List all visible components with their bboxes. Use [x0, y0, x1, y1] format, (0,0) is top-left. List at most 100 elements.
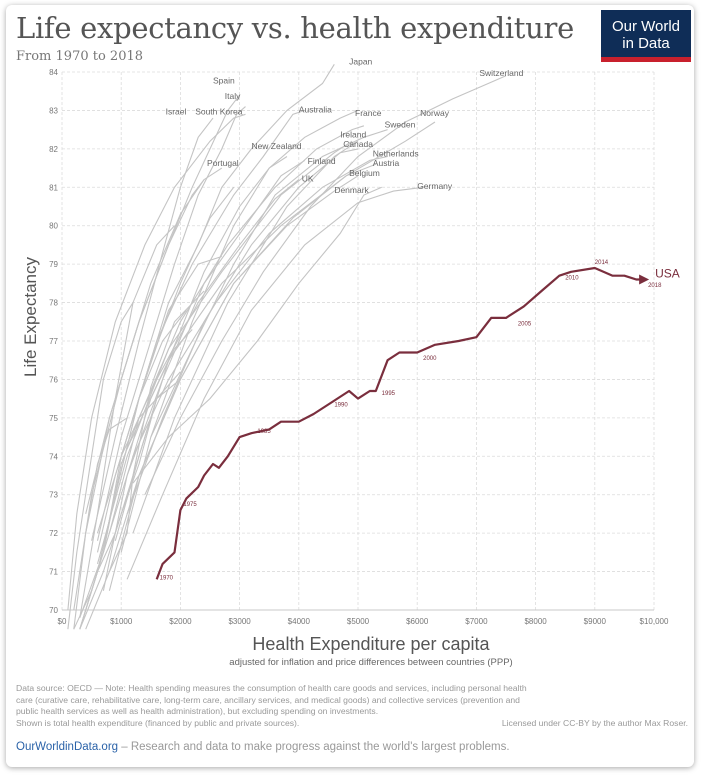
- country-label: Denmark: [334, 185, 369, 195]
- country-label: Spain: [213, 76, 235, 86]
- country-line-portugal: [73, 167, 223, 611]
- country-line-switzerland: [144, 75, 507, 495]
- y-tick-label: 76: [49, 375, 58, 384]
- x-axis-sublabel: adjusted for inflation and price differe…: [229, 657, 512, 668]
- country-line-netherlands: [132, 155, 388, 457]
- x-tick-label: $0: [58, 617, 67, 626]
- y-tick-labels: 70 71 72 73 74 75 76 77 78 79 80 81 82 83 84: [49, 68, 58, 615]
- chart-title: Life expectancy vs. health expenditure: [16, 11, 574, 45]
- country-line-latvia: [73, 398, 158, 630]
- country-line-luxembourg: [132, 140, 359, 534]
- country-line-australia: [120, 109, 359, 553]
- country-label: Israel: [166, 106, 187, 116]
- footer-line: Shown is total health expenditure (finan…: [16, 717, 300, 728]
- other-country-lines: [67, 64, 507, 630]
- country-label: New Zealand: [251, 141, 301, 151]
- country-line-israel: [91, 117, 214, 541]
- country-line-chile: [79, 225, 175, 618]
- footer-credit: OurWorldinData.org – Research and data t…: [16, 741, 510, 753]
- y-tick-label: 82: [49, 145, 58, 154]
- footer-notes: Data source: OECD — Note: Health spendin…: [16, 683, 688, 729]
- footer-line: Data source: OECD — Note: Health spendin…: [16, 683, 527, 693]
- y-tick-label: 84: [49, 68, 58, 77]
- country-line-lithuania: [79, 378, 181, 630]
- y-tick-label: 79: [49, 260, 58, 269]
- y-tick-label: 80: [49, 222, 58, 231]
- y-tick-label: 78: [49, 299, 58, 308]
- y-tick-label: 71: [49, 568, 58, 577]
- country-label: Switzerland: [479, 68, 523, 78]
- footer-line: care (curative care, rehabilitative care…: [16, 694, 520, 705]
- country-line-south-korea: [67, 113, 246, 611]
- country-label: Belgium: [349, 168, 380, 178]
- y-tick-label: 83: [49, 106, 58, 115]
- x-tick-label: $9000: [584, 617, 607, 626]
- country-label: Italy: [225, 91, 241, 101]
- usa-line: [155, 266, 646, 580]
- year-label: 2005: [518, 322, 532, 328]
- country-label: Portugal: [207, 158, 239, 168]
- year-label: 1985: [257, 429, 271, 435]
- country-label: Austria: [373, 158, 400, 168]
- country-line-denmark: [132, 186, 382, 484]
- country-label: Australia: [299, 104, 332, 114]
- country-line-slovakia: [79, 329, 193, 618]
- country-line-germany: [126, 186, 424, 580]
- country-label: Canada: [343, 139, 373, 149]
- year-label: 1970: [160, 575, 174, 581]
- year-label: 1995: [382, 391, 396, 397]
- year-label: 2010: [565, 276, 579, 282]
- logo-line-1: Our World: [611, 18, 681, 35]
- x-tick-label: $6000: [406, 617, 429, 626]
- country-labels: Japan Switzerland Spain Italy Israel South Ko…: [166, 56, 524, 195]
- y-tick-label: 73: [49, 491, 58, 500]
- chart-svg: 70 71 72 73 74 75 76 77 78 79 80 81 82 83 84 $0 $1000 $2…: [21, 56, 680, 668]
- year-label: 1975: [183, 502, 197, 508]
- x-tick-label: $2000: [169, 617, 192, 626]
- owid-logo[interactable]: Our World in Data: [601, 10, 691, 62]
- license-text: Licensed under CC-BY by the author Max R…: [501, 717, 688, 728]
- x-tick-label: $10,000: [640, 617, 669, 626]
- country-line-italy: [96, 106, 246, 541]
- country-line-iceland: [120, 109, 305, 457]
- x-axis-label: Health Expenditure per capita: [252, 634, 490, 654]
- year-label: 1990: [334, 402, 348, 408]
- year-label: 2018: [648, 283, 662, 289]
- y-tick-label: 77: [49, 337, 58, 346]
- country-label: Netherlands: [373, 149, 419, 159]
- x-tick-labels: $0 $1000 $2000 $3000 $4000 $5000 $6000 $7000 $80…: [58, 617, 669, 626]
- usa-series: USA 1970 1975 1985 1990 1995 2000 2005 2010 2014 2…: [155, 260, 680, 581]
- country-label: Sweden: [385, 120, 416, 130]
- logo-line-2: in Data: [622, 35, 670, 52]
- country-label: Ireland: [340, 129, 366, 139]
- footer-tagline: – Research and data to make progress aga…: [118, 741, 510, 753]
- x-tick-label: $5000: [347, 617, 370, 626]
- y-tick-label: 72: [49, 529, 58, 538]
- x-tick-label: $3000: [228, 617, 251, 626]
- country-line-finland: [102, 159, 305, 591]
- country-line-hungary: [79, 371, 181, 630]
- country-line-norway: [126, 121, 436, 449]
- grid-lines: [61, 71, 655, 611]
- y-axis-label: Life Expectancy: [21, 256, 40, 377]
- country-label: Finland: [308, 156, 336, 166]
- country-label: Germany: [417, 181, 453, 191]
- year-label: 2000: [423, 356, 437, 362]
- chart-card: Life expectancy vs. health expenditure F…: [6, 5, 694, 767]
- year-label: 2014: [595, 260, 609, 266]
- y-tick-label: 75: [49, 414, 58, 423]
- x-tick-label: $8000: [524, 617, 547, 626]
- owid-site-link[interactable]: OurWorldinData.org: [16, 741, 119, 753]
- country-line-czechia: [79, 255, 222, 630]
- country-line-uk: [96, 179, 300, 534]
- country-label: South Korea: [195, 106, 243, 116]
- country-line-ireland: [96, 140, 353, 565]
- chart-subtitle: From 1970 to 2018: [16, 49, 144, 64]
- country-line-greece: [85, 179, 205, 515]
- usa-arrow-icon: [639, 274, 650, 285]
- y-tick-label: 70: [49, 606, 58, 615]
- country-label: Japan: [349, 56, 372, 66]
- country-line-turkey: [67, 302, 134, 630]
- country-label: UK: [302, 174, 314, 184]
- x-tick-label: $4000: [288, 617, 311, 626]
